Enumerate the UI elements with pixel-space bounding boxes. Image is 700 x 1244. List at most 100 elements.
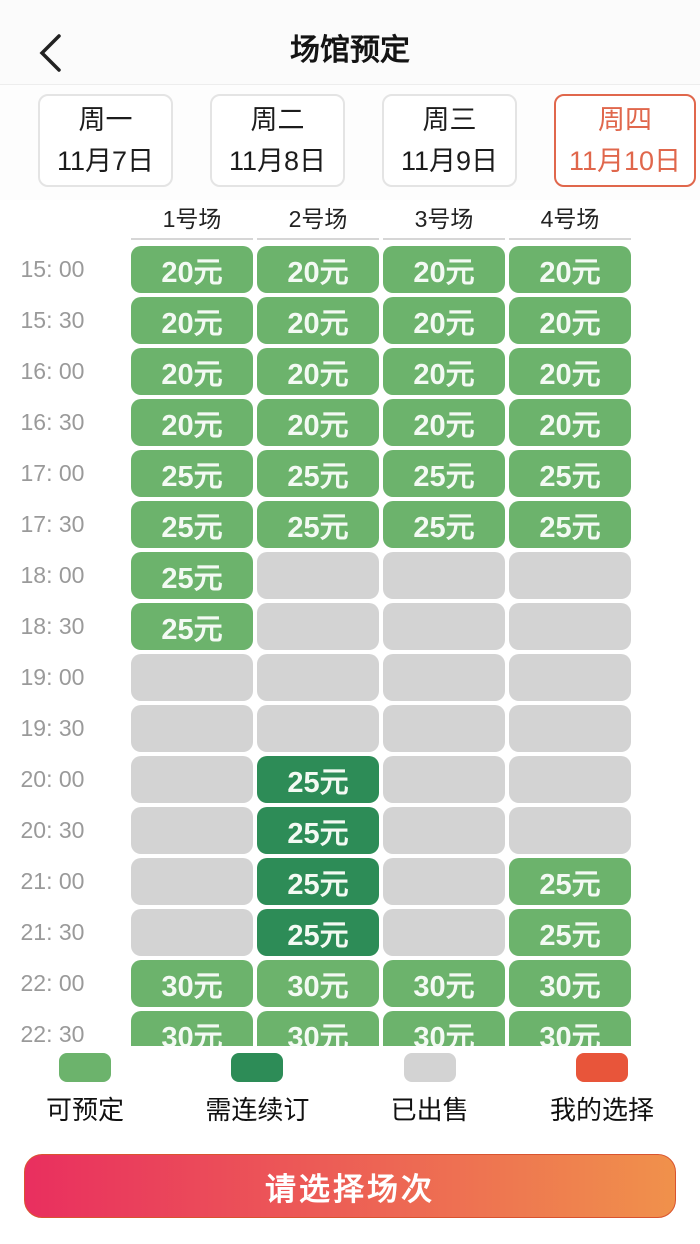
date-tab-weekday: 周二	[250, 105, 305, 135]
slot-cell[interactable]: 30元	[131, 960, 253, 1007]
slot-cell	[509, 552, 631, 599]
slot-cell[interactable]: 20元	[131, 297, 253, 344]
slot-cell[interactable]: 30元	[383, 960, 505, 1007]
slot-cell[interactable]: 20元	[509, 297, 631, 344]
date-tab[interactable]: 周三 11月9日	[382, 94, 517, 187]
slot-cell[interactable]: 30元	[509, 960, 631, 1007]
time-slot-row: 20: 00 25元	[0, 756, 700, 803]
slot-cell[interactable]: 20元	[509, 246, 631, 293]
slot-cell[interactable]: 25元	[131, 450, 253, 497]
court-header: 3号场	[383, 200, 505, 240]
legend: 可预定 需连续订 已出售 我的选择	[0, 1046, 700, 1127]
slot-cell[interactable]: 20元	[383, 297, 505, 344]
legend-label: 已出售	[390, 1095, 469, 1125]
legend-label: 可预定	[46, 1095, 125, 1125]
slot-cell	[383, 807, 505, 854]
time-slot-row: 16: 00 20元 20元 20元 20元	[0, 348, 700, 395]
slot-cell[interactable]: 20元	[257, 399, 379, 446]
slot-cell	[509, 705, 631, 752]
slot-cell[interactable]: 25元	[131, 603, 253, 650]
slot-cell[interactable]: 30元	[257, 1011, 379, 1046]
court-header: 4号场	[509, 200, 631, 240]
time-slot-row: 21: 00 25元 25元	[0, 858, 700, 905]
slot-cell	[131, 756, 253, 803]
slot-cell	[509, 654, 631, 701]
slot-cell	[383, 552, 505, 599]
back-button[interactable]	[30, 32, 70, 76]
slot-cell[interactable]: 30元	[257, 960, 379, 1007]
slot-cell[interactable]: 20元	[383, 246, 505, 293]
date-tab-date: 11月9日	[400, 145, 499, 176]
slot-cell[interactable]: 20元	[131, 399, 253, 446]
time-label: 15: 00	[20, 256, 85, 282]
slot-cell	[509, 603, 631, 650]
court-header: 2号场	[257, 200, 379, 240]
slot-cell[interactable]: 25元	[509, 858, 631, 905]
slot-cell[interactable]: 25元	[383, 450, 505, 497]
time-slot-row: 19: 00	[0, 654, 700, 701]
slot-cell	[257, 603, 379, 650]
time-label: 16: 30	[20, 409, 85, 435]
date-tab[interactable]: 周一 11月7日	[38, 94, 173, 187]
slot-cell	[257, 552, 379, 599]
slot-cell[interactable]: 20元	[257, 297, 379, 344]
legend-swatch	[231, 1053, 284, 1082]
time-label: 17: 30	[20, 511, 85, 537]
slot-cell[interactable]: 20元	[383, 399, 505, 446]
slot-cell	[509, 807, 631, 854]
slot-cell[interactable]: 25元	[257, 501, 379, 548]
page-title: 场馆预定	[290, 34, 410, 67]
select-session-button[interactable]: 请选择场次	[24, 1154, 676, 1218]
slot-cell	[383, 858, 505, 905]
time-label: 22: 30	[20, 1021, 85, 1046]
slot-cell	[383, 654, 505, 701]
time-label: 18: 30	[20, 613, 85, 639]
slot-cell[interactable]: 25元	[257, 858, 379, 905]
time-slot-row: 17: 30 25元 25元 25元 25元	[0, 501, 700, 548]
date-tab[interactable]: 周四 11月10日	[554, 94, 697, 187]
slot-cell[interactable]: 25元	[257, 756, 379, 803]
slot-cell[interactable]: 25元	[257, 909, 379, 956]
date-tab-date: 11月10日	[569, 145, 682, 176]
grid-rows: 15: 00 20元 20元 20元 20元 15: 30 20元 20元 20元 20元 …	[0, 246, 700, 1046]
slot-cell	[509, 756, 631, 803]
time-label: 15: 30	[20, 307, 85, 333]
slot-cell[interactable]: 30元	[131, 1011, 253, 1046]
time-label: 20: 00	[20, 766, 85, 792]
slot-cell[interactable]: 20元	[131, 246, 253, 293]
slot-cell	[383, 603, 505, 650]
date-tab-weekday: 周一	[78, 105, 133, 135]
time-label: 18: 00	[20, 562, 85, 588]
slot-cell[interactable]: 20元	[509, 348, 631, 395]
legend-item: 我的选择	[550, 1053, 654, 1127]
time-label: 22: 00	[20, 970, 85, 996]
slot-cell[interactable]: 20元	[257, 348, 379, 395]
slot-cell[interactable]: 30元	[509, 1011, 631, 1046]
time-slot-row: 22: 00 30元 30元 30元 30元	[0, 960, 700, 1007]
time-slot-row: 15: 00 20元 20元 20元 20元	[0, 246, 700, 293]
slot-cell[interactable]: 25元	[509, 909, 631, 956]
slot-cell[interactable]: 25元	[131, 552, 253, 599]
slot-cell[interactable]: 25元	[131, 501, 253, 548]
date-tab[interactable]: 周二 11月8日	[210, 94, 345, 187]
slot-cell	[131, 807, 253, 854]
slot-cell	[383, 705, 505, 752]
slot-cell[interactable]: 20元	[509, 399, 631, 446]
legend-swatch	[59, 1053, 111, 1082]
time-slot-row: 16: 30 20元 20元 20元 20元	[0, 399, 700, 446]
booking-grid[interactable]: 1号场 2号场 3号场 4号场 15: 00 20元 20元 20元 20元 15: 30 …	[0, 200, 700, 1046]
legend-item: 已出售	[391, 1053, 469, 1127]
slot-cell[interactable]: 20元	[257, 246, 379, 293]
slot-cell[interactable]: 25元	[509, 450, 631, 497]
time-label: 21: 30	[20, 919, 85, 945]
slot-cell[interactable]: 20元	[383, 348, 505, 395]
slot-cell[interactable]: 20元	[131, 348, 253, 395]
slot-cell[interactable]: 30元	[383, 1011, 505, 1046]
slot-cell[interactable]: 25元	[257, 807, 379, 854]
slot-cell[interactable]: 25元	[383, 501, 505, 548]
slot-cell[interactable]: 25元	[257, 450, 379, 497]
header: 场馆预定	[0, 0, 700, 85]
time-slot-row: 19: 30	[0, 705, 700, 752]
time-label: 16: 00	[20, 358, 85, 384]
slot-cell[interactable]: 25元	[509, 501, 631, 548]
